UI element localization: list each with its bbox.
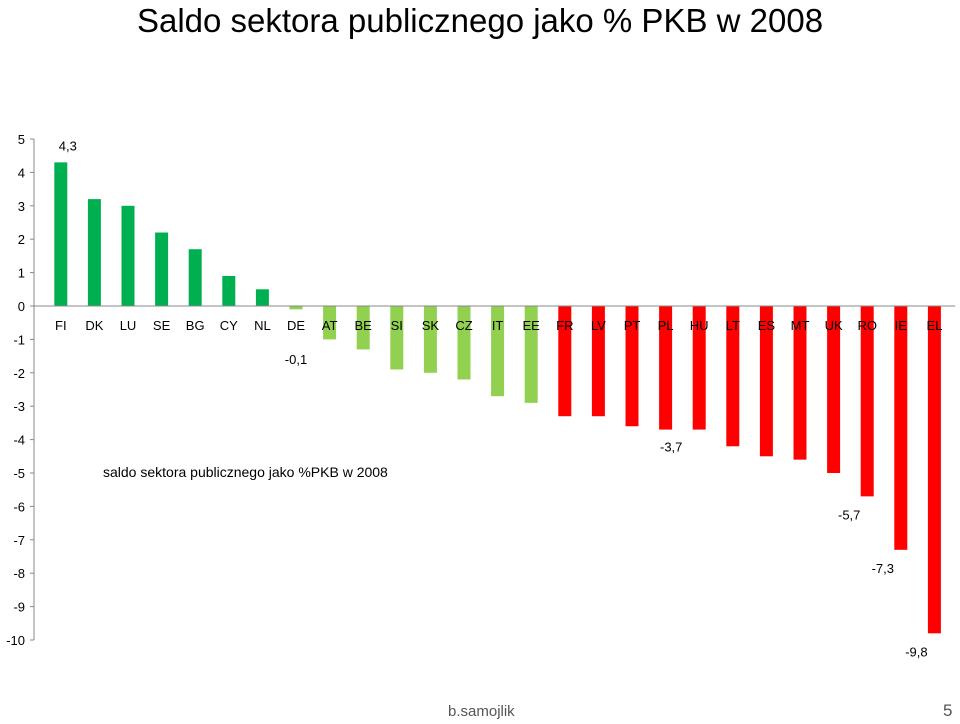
bar-lv — [591, 306, 605, 417]
y-tick-label: 2 — [18, 232, 25, 247]
page-number: 5 — [943, 701, 953, 720]
x-tick-label: IE — [895, 318, 908, 333]
y-tick-label: -6 — [13, 499, 25, 514]
series-label: saldo sektora publicznego jako %PKB w 20… — [103, 464, 388, 480]
bar-pt — [625, 306, 639, 427]
author-footer: b.samojlik — [448, 703, 515, 720]
y-tick-label: -1 — [13, 332, 25, 347]
bar-ie — [894, 306, 908, 550]
bar-sk — [423, 306, 437, 373]
bar-se — [155, 232, 169, 306]
x-tick-label: FR — [556, 318, 573, 333]
x-tick-label: ES — [758, 318, 776, 333]
bar-cz — [457, 306, 471, 380]
bar-bg — [188, 249, 202, 306]
x-tick-label: CY — [220, 318, 238, 333]
bar-it — [491, 306, 505, 397]
data-label: -9,8 — [905, 644, 927, 659]
x-tick-label: SE — [153, 318, 171, 333]
bar-si — [390, 306, 404, 370]
bar-fi — [54, 162, 68, 306]
bar-fr — [558, 306, 572, 417]
x-tick-label: LT — [726, 318, 740, 333]
x-tick-label: AT — [322, 318, 338, 333]
data-label: -0,1 — [285, 352, 307, 367]
bar-nl — [255, 289, 269, 306]
x-tick-label: UK — [825, 318, 843, 333]
bar-el — [927, 306, 941, 634]
data-label: -7,3 — [872, 561, 894, 576]
bar-hu — [692, 306, 706, 430]
bar-de — [289, 306, 303, 310]
x-tick-label: LU — [120, 318, 137, 333]
x-tick-label: FI — [55, 318, 67, 333]
x-tick-label: SK — [422, 318, 440, 333]
bar-at — [323, 306, 337, 340]
y-tick-label: -3 — [13, 399, 25, 414]
bar-mt — [793, 306, 807, 460]
x-tick-label: BG — [186, 318, 205, 333]
x-tick-label: EL — [926, 318, 942, 333]
bar-ee — [524, 306, 538, 403]
bar-ro — [860, 306, 874, 497]
x-tick-label: BE — [355, 318, 373, 333]
y-tick-label: 5 — [18, 132, 25, 147]
y-tick-label: -2 — [13, 366, 25, 381]
data-label: 4,3 — [59, 138, 77, 153]
y-tick-label: -7 — [13, 533, 25, 548]
x-tick-label: CZ — [455, 318, 472, 333]
data-label: -3,7 — [660, 440, 682, 455]
x-tick-label: EE — [523, 318, 541, 333]
y-tick-label: -9 — [13, 600, 25, 615]
bar-es — [759, 306, 773, 457]
x-tick-label: DK — [85, 318, 103, 333]
bar-lu — [121, 205, 135, 306]
bar-pl — [659, 306, 673, 430]
x-tick-label: PL — [658, 318, 674, 333]
x-tick-label: HU — [690, 318, 709, 333]
y-tick-label: 0 — [18, 299, 25, 314]
x-tick-label: LV — [591, 318, 606, 333]
y-tick-label: -5 — [13, 466, 25, 481]
x-tick-label: PT — [624, 318, 641, 333]
y-tick-label: -4 — [13, 433, 25, 448]
bar-dk — [87, 199, 101, 306]
x-tick-label: NL — [254, 318, 271, 333]
x-tick-label: RO — [857, 318, 877, 333]
page-title: Saldo sektora publicznego jako % PKB w 2… — [136, 2, 824, 39]
y-tick-label: 4 — [18, 165, 25, 180]
x-tick-label: SI — [391, 318, 403, 333]
y-tick-label: -10 — [6, 633, 25, 648]
y-tick-label: 3 — [18, 199, 25, 214]
data-label: -5,7 — [838, 507, 860, 522]
bar-lt — [726, 306, 740, 447]
y-tick-label: -8 — [13, 566, 25, 581]
bar-cy — [222, 275, 236, 306]
x-tick-label: DE — [287, 318, 305, 333]
x-tick-label: IT — [492, 318, 504, 333]
bar-uk — [827, 306, 841, 473]
y-tick-label: 1 — [18, 266, 25, 281]
x-tick-label: MT — [791, 318, 810, 333]
bar-be — [356, 306, 370, 350]
